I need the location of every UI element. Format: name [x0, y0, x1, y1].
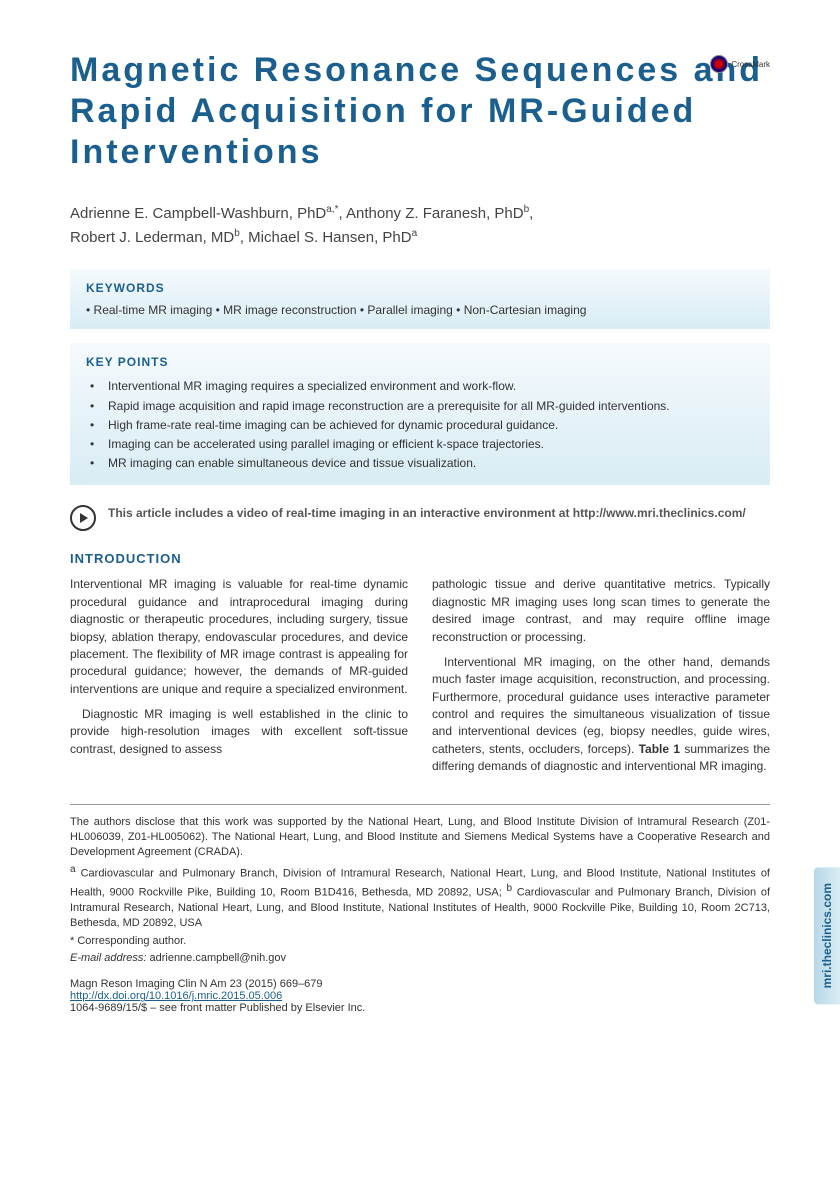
- crossmark-label: CrossMark: [731, 60, 770, 69]
- keypoint-1: Interventional MR imaging requires a spe…: [98, 377, 754, 396]
- keyword-3: Parallel imaging: [360, 303, 453, 317]
- video-note-text: This article includes a video of real-ti…: [108, 505, 746, 522]
- keyword-4: Non-Cartesian imaging: [456, 303, 586, 317]
- keywords-heading: KEYWORDS: [86, 281, 754, 295]
- author-2: Anthony Z. Faranesh, PhDb: [346, 205, 529, 222]
- crossmark-icon: [710, 55, 728, 73]
- keypoints-box: KEY POINTS Interventional MR imaging req…: [70, 343, 770, 485]
- corresponding-note: * Corresponding author.: [70, 934, 770, 949]
- intro-p4: Interventional MR imaging, on the other …: [432, 654, 770, 776]
- keypoints-list: Interventional MR imaging requires a spe…: [86, 377, 754, 473]
- keywords-list: Real-time MR imaging MR image reconstruc…: [86, 303, 754, 317]
- intro-p1: Interventional MR imaging is valuable fo…: [70, 576, 408, 698]
- author-3: Robert J. Lederman, MDb: [70, 229, 240, 246]
- keypoint-5: MR imaging can enable simultaneous devic…: [98, 454, 754, 473]
- footer-divider: [70, 804, 770, 805]
- video-note: This article includes a video of real-ti…: [70, 505, 770, 531]
- introduction-heading: INTRODUCTION: [70, 551, 770, 566]
- author-1: Adrienne E. Campbell-Washburn, PhDa,*: [70, 205, 338, 222]
- author-4: Michael S. Hansen, PhDa: [248, 229, 417, 246]
- disclosure-text: The authors disclose that this work was …: [70, 815, 770, 861]
- keypoint-2: Rapid image acquisition and rapid image …: [98, 397, 754, 416]
- footer-notes: The authors disclose that this work was …: [70, 815, 770, 967]
- keyword-2: MR image reconstruction: [216, 303, 357, 317]
- journal-reference: Magn Reson Imaging Clin N Am 23 (2015) 6…: [70, 978, 770, 1014]
- intro-p3: pathologic tissue and derive quantitativ…: [432, 576, 770, 646]
- keypoints-heading: KEY POINTS: [86, 355, 754, 369]
- keyword-1: Real-time MR imaging: [86, 303, 212, 317]
- doi-link[interactable]: http://dx.doi.org/10.1016/j.mric.2015.05…: [70, 990, 282, 1002]
- table-ref: Table 1: [639, 742, 680, 756]
- column-right: pathologic tissue and derive quantitativ…: [432, 576, 770, 783]
- journal-name: Magn Reson Imaging Clin N Am 23 (2015) 6…: [70, 978, 770, 990]
- intro-p2: Diagnostic MR imaging is well establishe…: [70, 706, 408, 758]
- crossmark-badge[interactable]: CrossMark: [710, 55, 770, 73]
- email-line: E-mail address: adrienne.campbell@nih.go…: [70, 951, 770, 966]
- affiliation-a: a Cardiovascular and Pulmonary Branch, D…: [70, 863, 770, 932]
- keypoint-3: High frame-rate real-time imaging can be…: [98, 416, 754, 435]
- issn-line: 1064-9689/15/$ – see front matter Publis…: [70, 1002, 770, 1014]
- authors-block: Adrienne E. Campbell-Washburn, PhDa,*, A…: [70, 202, 770, 249]
- body-columns: Interventional MR imaging is valuable fo…: [70, 576, 770, 783]
- keypoint-4: Imaging can be accelerated using paralle…: [98, 435, 754, 454]
- side-tab[interactable]: mri.theclinics.com: [814, 867, 840, 1004]
- article-title: Magnetic Resonance Sequences and Rapid A…: [70, 50, 770, 172]
- play-icon: [70, 505, 96, 531]
- column-left: Interventional MR imaging is valuable fo…: [70, 576, 408, 783]
- keywords-box: KEYWORDS Real-time MR imaging MR image r…: [70, 269, 770, 329]
